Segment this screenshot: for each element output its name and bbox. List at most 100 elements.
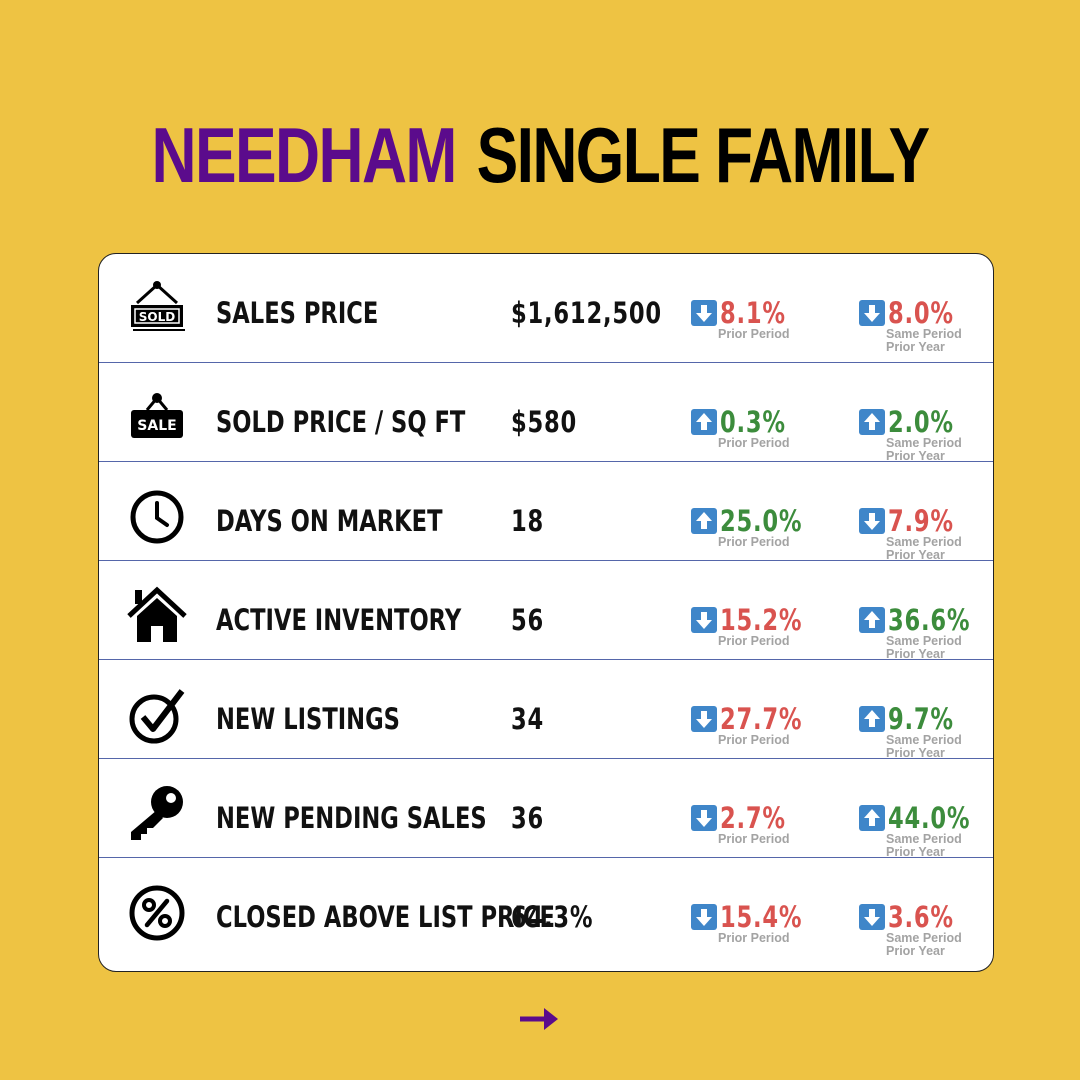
change-percent: 3.6% xyxy=(888,900,954,934)
sale-sign-icon: SALE xyxy=(127,388,187,448)
prior-year-change: 3.6% Same Period Prior Year xyxy=(859,900,993,962)
svg-text:SALE: SALE xyxy=(137,418,176,434)
caption-line-1: Same Period xyxy=(886,733,962,747)
change-percent: 15.4% xyxy=(720,900,803,934)
prior-period-change: 15.4% Prior Period xyxy=(691,900,831,962)
stat-value: $1,612,500 xyxy=(511,296,662,330)
key-icon xyxy=(127,784,187,844)
change-caption: Same Period Prior Year xyxy=(886,734,962,760)
down-arrow-icon xyxy=(691,706,717,732)
prior-year-change: 2.0% Same Period Prior Year xyxy=(859,405,993,467)
change-caption: Same Period Prior Year xyxy=(886,536,962,562)
page-title: NEEDHAM SINGLE FAMILY xyxy=(108,110,972,201)
caption-line-2: Prior Year xyxy=(886,340,945,354)
change-caption: Prior Period xyxy=(718,327,790,341)
prior-year-change: 7.9% Same Period Prior Year xyxy=(859,504,993,566)
change-caption: Prior Period xyxy=(718,436,790,450)
stat-label: NEW LISTINGS xyxy=(216,702,400,736)
checkmark-icon xyxy=(127,685,187,745)
caption-line-1: Same Period xyxy=(886,535,962,549)
stat-value: 56 xyxy=(511,603,545,637)
change-caption: Same Period Prior Year xyxy=(886,328,962,354)
change-caption: Prior Period xyxy=(718,832,790,846)
stat-label: NEW PENDING SALES xyxy=(216,801,487,835)
change-percent: 2.0% xyxy=(888,405,954,439)
prior-period-change: 0.3% Prior Period xyxy=(691,405,831,467)
change-caption: Prior Period xyxy=(718,634,790,648)
caption-line-2: Prior Year xyxy=(886,845,945,859)
caption-line-2: Prior Year xyxy=(886,548,945,562)
change-percent: 8.1% xyxy=(720,296,786,330)
prior-period-change: 15.2% Prior Period xyxy=(691,603,831,665)
change-percent: 9.7% xyxy=(888,702,954,736)
stats-card: SOLD SALES PRICE $1,612,500 8.1% Prior P… xyxy=(98,253,994,972)
caption-line-1: Same Period xyxy=(886,436,962,450)
house-icon xyxy=(127,586,187,646)
down-arrow-icon xyxy=(859,904,885,930)
right-arrow-icon[interactable] xyxy=(518,1004,562,1034)
stat-row-new-pending-sales: NEW PENDING SALES 36 2.7% Prior Period 4… xyxy=(99,758,993,859)
svg-text:SOLD: SOLD xyxy=(139,310,175,324)
prior-year-change: 9.7% Same Period Prior Year xyxy=(859,702,993,764)
down-arrow-icon xyxy=(691,904,717,930)
prior-period-change: 27.7% Prior Period xyxy=(691,702,831,764)
stat-row-sales-price: SOLD SALES PRICE $1,612,500 8.1% Prior P… xyxy=(99,254,993,354)
down-arrow-icon xyxy=(691,805,717,831)
down-arrow-icon xyxy=(691,607,717,633)
stat-label: CLOSED ABOVE LIST PRICE xyxy=(216,900,555,934)
down-arrow-icon xyxy=(859,508,885,534)
change-percent: 2.7% xyxy=(720,801,786,835)
up-arrow-icon xyxy=(859,409,885,435)
prior-year-change: 8.0% Same Period Prior Year xyxy=(859,296,993,358)
stat-row-closed-above-list: CLOSED ABOVE LIST PRICE 64.3% 15.4% Prio… xyxy=(99,857,993,958)
down-arrow-icon xyxy=(691,300,717,326)
change-percent: 15.2% xyxy=(720,603,803,637)
caption-line-1: Same Period xyxy=(886,931,962,945)
stat-value: 36 xyxy=(511,801,545,835)
change-percent: 36.6% xyxy=(888,603,971,637)
prior-period-change: 2.7% Prior Period xyxy=(691,801,831,863)
caption-line-2: Prior Year xyxy=(886,944,945,958)
change-caption: Same Period Prior Year xyxy=(886,437,962,463)
title-property-type: SINGLE FAMILY xyxy=(476,111,930,199)
stat-row-active-inventory: ACTIVE INVENTORY 56 15.2% Prior Period 3… xyxy=(99,560,993,661)
prior-year-change: 36.6% Same Period Prior Year xyxy=(859,603,993,665)
change-percent: 25.0% xyxy=(720,504,803,538)
change-percent: 44.0% xyxy=(888,801,971,835)
clock-icon xyxy=(127,487,187,547)
change-caption: Same Period Prior Year xyxy=(886,833,962,859)
change-percent: 8.0% xyxy=(888,296,954,330)
caption-line-2: Prior Year xyxy=(886,647,945,661)
stat-value: 64.3% xyxy=(511,900,594,934)
change-caption: Prior Period xyxy=(718,535,790,549)
prior-period-change: 8.1% Prior Period xyxy=(691,296,831,358)
change-caption: Same Period Prior Year xyxy=(886,932,962,958)
stat-value: 18 xyxy=(511,504,545,538)
prior-year-change: 44.0% Same Period Prior Year xyxy=(859,801,993,863)
stat-label: ACTIVE INVENTORY xyxy=(216,603,462,637)
caption-line-2: Prior Year xyxy=(886,449,945,463)
stat-label: DAYS ON MARKET xyxy=(216,504,443,538)
change-percent: 27.7% xyxy=(720,702,803,736)
caption-line-2: Prior Year xyxy=(886,746,945,760)
prior-period-change: 25.0% Prior Period xyxy=(691,504,831,566)
change-caption: Prior Period xyxy=(718,931,790,945)
stat-value: $580 xyxy=(511,405,578,439)
change-caption: Same Period Prior Year xyxy=(886,635,962,661)
stat-row-sold-price-sqft: SALE SOLD PRICE / SQ FT $580 0.3% Prior … xyxy=(99,362,993,463)
stat-row-new-listings: NEW LISTINGS 34 27.7% Prior Period 9.7% … xyxy=(99,659,993,760)
caption-line-1: Same Period xyxy=(886,327,962,341)
stat-label: SOLD PRICE / SQ FT xyxy=(216,405,466,439)
change-percent: 7.9% xyxy=(888,504,954,538)
up-arrow-icon xyxy=(859,805,885,831)
up-arrow-icon xyxy=(691,508,717,534)
change-percent: 0.3% xyxy=(720,405,786,439)
stat-label: SALES PRICE xyxy=(216,296,379,330)
stat-row-days-on-market: DAYS ON MARKET 18 25.0% Prior Period 7.9… xyxy=(99,461,993,562)
up-arrow-icon xyxy=(859,706,885,732)
title-city: NEEDHAM xyxy=(151,111,458,199)
caption-line-1: Same Period xyxy=(886,832,962,846)
change-caption: Prior Period xyxy=(718,733,790,747)
sold-sign-icon: SOLD xyxy=(127,279,187,339)
up-arrow-icon xyxy=(691,409,717,435)
